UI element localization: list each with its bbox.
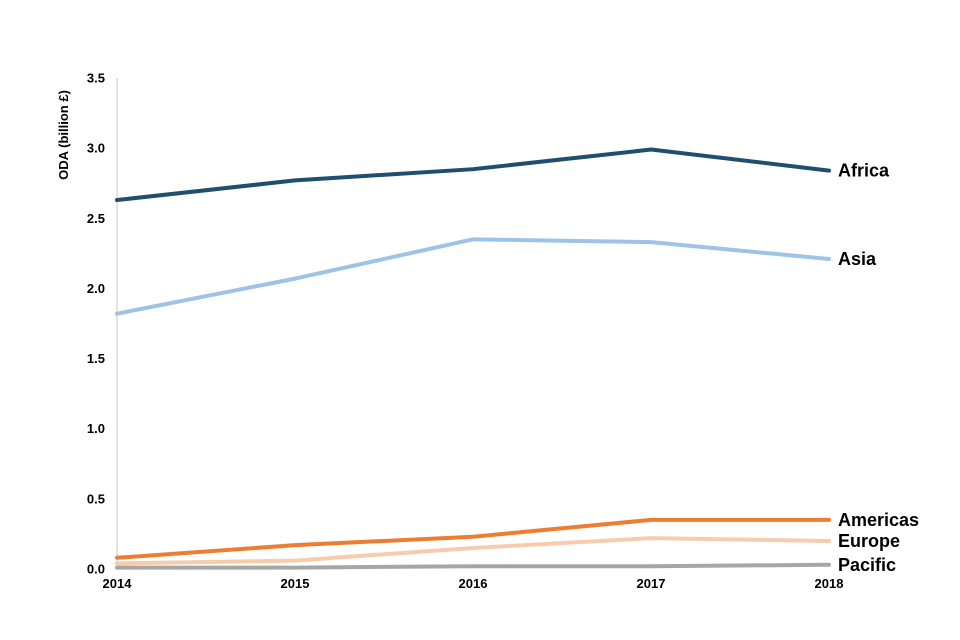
y-axis-title: ODA (billion £) <box>56 90 71 180</box>
y-tick-label: 2.5 <box>87 211 105 226</box>
series-label-americas: Americas <box>838 510 919 530</box>
y-tick-label: 2.0 <box>87 281 105 296</box>
x-tick-label: 2014 <box>103 576 133 591</box>
y-tick-label: 3.0 <box>87 141 105 156</box>
series-label-asia: Asia <box>838 249 877 269</box>
series-line-asia <box>115 237 831 316</box>
y-tick-label: 0.5 <box>87 491 105 506</box>
series-line-europe <box>115 536 831 566</box>
x-tick-label: 2018 <box>815 576 844 591</box>
series-line-africa <box>115 147 831 203</box>
x-tick-label: 2015 <box>281 576 310 591</box>
y-tick-label: 0.0 <box>87 562 105 577</box>
x-tick-label: 2017 <box>637 576 666 591</box>
y-tick-label: 1.0 <box>87 421 105 436</box>
y-tick-label: 3.5 <box>87 71 105 86</box>
series-label-pacific: Pacific <box>838 555 896 575</box>
x-tick-label: 2016 <box>459 576 488 591</box>
y-tick-label: 1.5 <box>87 351 105 366</box>
series-label-europe: Europe <box>838 531 900 551</box>
series-line-pacific <box>115 562 831 570</box>
series-label-africa: Africa <box>838 161 890 181</box>
series-line-americas <box>115 517 831 560</box>
